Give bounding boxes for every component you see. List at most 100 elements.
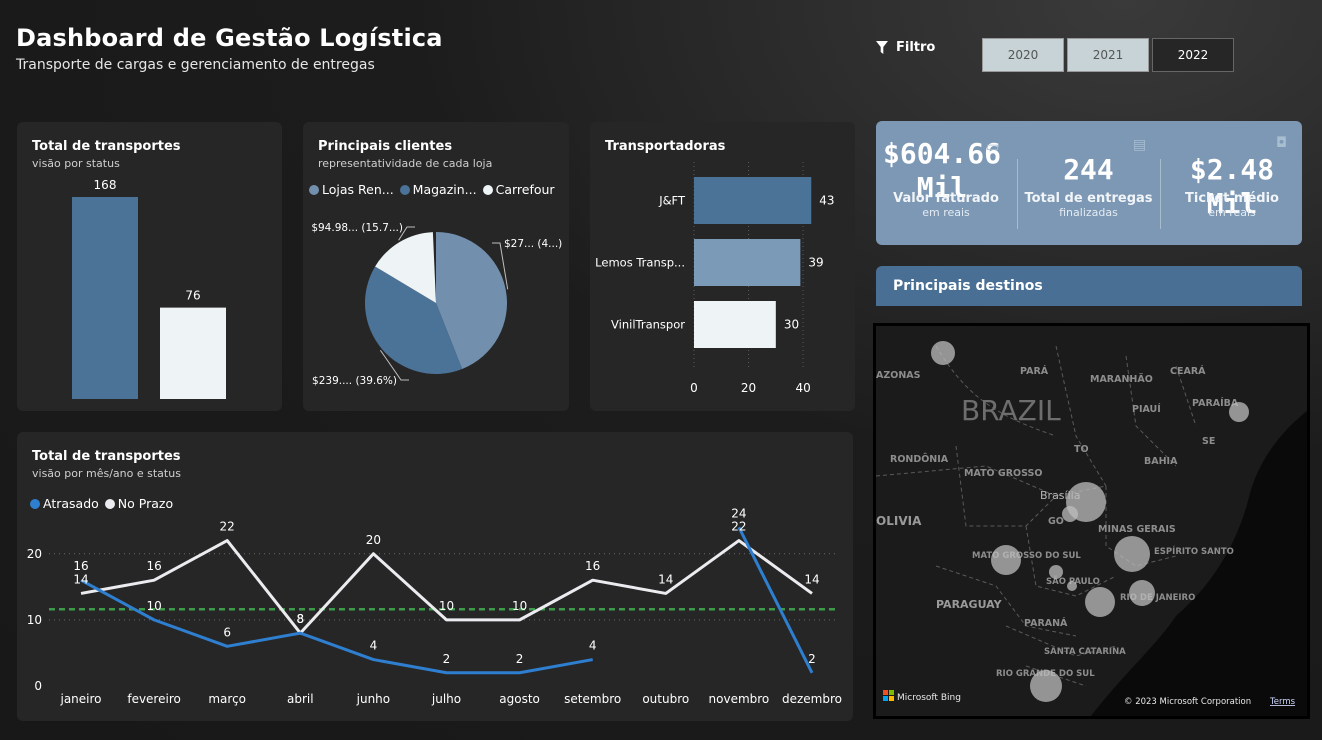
status-bar[interactable] xyxy=(72,197,138,399)
clients-card: Principais clientes representatividade d… xyxy=(303,122,569,411)
map-bubble[interactable] xyxy=(1129,580,1155,606)
pie-slice-label: $27... (4...) xyxy=(504,238,562,250)
carrier-bar[interactable] xyxy=(694,177,811,224)
map-bubble[interactable] xyxy=(1049,565,1063,579)
carriers-card: Transportadoras 0 20 40 J&FT 43 Lemos Transp.… xyxy=(590,122,855,411)
series-data-label: 24 xyxy=(731,506,746,520)
carrier-category-label: J&FT xyxy=(658,194,686,208)
line-xtick: julho xyxy=(431,692,461,706)
series-data-label: 4 xyxy=(589,639,597,653)
line-ytick: 20 xyxy=(27,547,42,561)
map-label-country: BRAZIL xyxy=(961,394,1061,427)
line-xtick: junho xyxy=(356,692,391,706)
map-label: GO xyxy=(1048,516,1064,527)
bing-logo xyxy=(883,690,888,695)
series-data-label: 16 xyxy=(73,559,88,573)
kpi-deliveries-value: 244 xyxy=(1021,121,1156,187)
year-button-2022[interactable]: 2022 xyxy=(1152,38,1234,72)
series-data-label: 20 xyxy=(366,533,381,547)
map-label: MATO GROSSO DO SUL xyxy=(972,551,1081,561)
kpi-ticket-label: Ticket médio xyxy=(1164,191,1300,206)
carrier-bar[interactable] xyxy=(694,239,800,286)
series-data-label: 16 xyxy=(585,559,600,573)
kpi-card: $604.66 Mil Valor faturado em reais ▭ 24… xyxy=(876,121,1302,245)
map-bubble[interactable] xyxy=(1030,670,1062,702)
map-label-country: OLIVIA xyxy=(876,514,922,528)
year-slicer: 2020 2021 2022 xyxy=(982,38,1234,72)
kpi-revenue-label: Valor faturado xyxy=(876,191,1016,206)
bing-logo xyxy=(883,696,888,701)
bing-label: Microsoft Bing xyxy=(897,693,961,703)
monthly-line-chart: 01020janeiro fevereiro março abril junho julh… xyxy=(17,432,853,721)
kpi-revenue-sub: em reais xyxy=(876,206,1016,219)
series-data-label: 16 xyxy=(146,559,161,573)
line-xtick: janeiro xyxy=(59,692,101,706)
map-bubble[interactable] xyxy=(1062,506,1078,522)
carrier-category-label: Lemos Transp... xyxy=(595,256,685,270)
map-label: AZONAS xyxy=(876,370,921,381)
series-data-label: 22 xyxy=(220,520,235,534)
map-label: MARANHÃO xyxy=(1090,374,1153,385)
series-data-label: 10 xyxy=(439,599,454,613)
series-data-label: 6 xyxy=(223,625,231,639)
map-label: PIAUÍ xyxy=(1132,403,1161,415)
destinations-title: Principais destinos xyxy=(893,278,1043,294)
carrier-xtick: 20 xyxy=(741,381,756,395)
map-label: PARÁ xyxy=(1020,365,1049,377)
map-label: PARANÁ xyxy=(1024,617,1068,629)
kpi-deliveries-label: Total de entregas xyxy=(1021,191,1156,206)
series-data-label: 2 xyxy=(808,652,816,666)
kpi-ticket-sub: em reais xyxy=(1164,206,1300,219)
status-bar-chart: 168 76 xyxy=(17,122,282,411)
map-bubble[interactable] xyxy=(1085,587,1115,617)
year-button-2020[interactable]: 2020 xyxy=(982,38,1064,72)
line-xtick: outubro xyxy=(642,692,689,706)
year-button-2021[interactable]: 2021 xyxy=(1067,38,1149,72)
map-bubble[interactable] xyxy=(1229,402,1249,422)
kpi-divider xyxy=(1017,159,1018,229)
status-bar[interactable] xyxy=(160,308,226,399)
bag-icon: ◘ xyxy=(1276,135,1287,151)
bing-logo xyxy=(889,690,894,695)
map-label: MATO GROSSO xyxy=(964,468,1042,479)
series-data-label: 2 xyxy=(443,652,451,666)
line-xtick: setembro xyxy=(564,692,621,706)
line-xtick: agosto xyxy=(499,692,540,706)
series-data-label: 14 xyxy=(658,572,673,586)
map-bubble[interactable] xyxy=(1114,536,1150,572)
line-xtick: março xyxy=(208,692,246,706)
carrier-value-label: 43 xyxy=(819,194,834,208)
map-label: CEARÁ xyxy=(1170,365,1206,377)
map-terms-link[interactable]: Terms xyxy=(1269,697,1296,707)
pie-slice-label: $94.98... (15.7...) xyxy=(311,222,403,234)
series-line-atrasado[interactable] xyxy=(739,527,812,672)
series-line-no-prazo[interactable] xyxy=(81,541,812,634)
carrier-category-label: VinilTranspor xyxy=(611,318,685,332)
carrier-value-label: 30 xyxy=(784,318,799,332)
map-bubble[interactable] xyxy=(991,545,1021,575)
carrier-bar[interactable] xyxy=(694,301,776,348)
money-icon: ▭ xyxy=(986,139,999,155)
series-data-label: 10 xyxy=(512,599,527,613)
page-subtitle: Transporte de cargas e gerenciamento de … xyxy=(16,57,375,73)
status-bar-label: 76 xyxy=(185,289,200,303)
map-attribution: © 2023 Microsoft Corporation xyxy=(1124,697,1251,707)
filter-icon xyxy=(876,41,888,54)
carrier-xtick: 0 xyxy=(690,381,698,395)
destinations-map[interactable]: AZONAS PARÁ MARANHÃO CEARÁ PIAUÍ PARAÍBA… xyxy=(873,323,1310,719)
map-label: ESPÍRITO SANTO xyxy=(1154,545,1234,557)
page-title: Dashboard de Gestão Logística xyxy=(16,24,443,52)
carrier-xtick: 40 xyxy=(795,381,810,395)
map-bubble[interactable] xyxy=(931,341,955,365)
bing-logo xyxy=(889,696,894,701)
series-data-label: 4 xyxy=(370,639,378,653)
destinations-header: Principais destinos xyxy=(876,266,1302,306)
map-label: RONDÔNIA xyxy=(890,453,949,465)
filter-label[interactable]: Filtro xyxy=(876,40,935,55)
map-label: BAHIA xyxy=(1144,456,1178,467)
series-data-label: 2 xyxy=(516,652,524,666)
map-bubble[interactable] xyxy=(1067,581,1077,591)
map-label: SANTA CATARINA xyxy=(1044,647,1126,657)
series-data-label: 10 xyxy=(146,599,161,613)
status-bar-label: 168 xyxy=(94,178,117,192)
